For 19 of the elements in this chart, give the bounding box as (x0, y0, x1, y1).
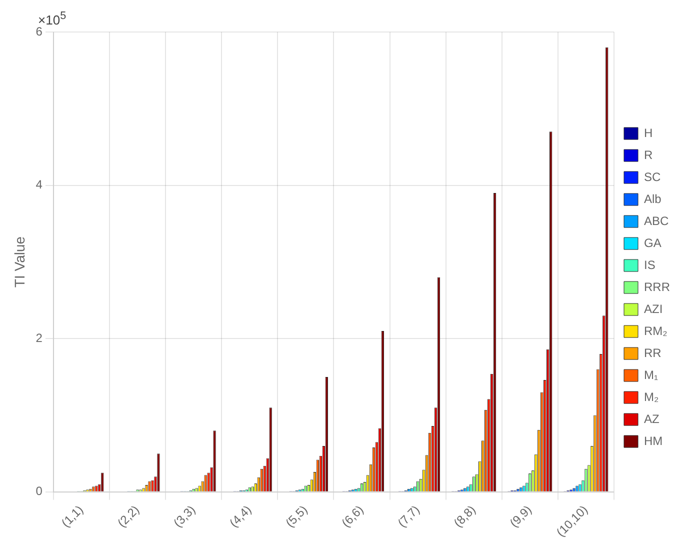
y-tick-label: 2 (36, 330, 43, 345)
legend-label: M₁ (644, 368, 658, 382)
legend-label: ABC (644, 214, 670, 228)
legend-label: IS (644, 258, 656, 272)
legend-label: AZI (644, 302, 663, 316)
legend-label: RM₂ (644, 324, 668, 338)
legend-label: Alb (644, 192, 662, 206)
legend-label: RRR (644, 280, 670, 294)
y-tick-label: 4 (36, 178, 43, 192)
y-axis-title: TI Value (11, 236, 28, 288)
legend-label: GA (644, 236, 662, 250)
y-tick-label: 0 (36, 484, 43, 498)
legend-label: R (644, 148, 653, 162)
legend-label: AZ (644, 412, 660, 426)
legend-label: M₂ (644, 390, 659, 404)
legend-label: HM (644, 434, 663, 448)
legend-label: RR (644, 346, 662, 360)
legend-label: SC (644, 170, 662, 184)
legend-label: H (644, 126, 653, 140)
